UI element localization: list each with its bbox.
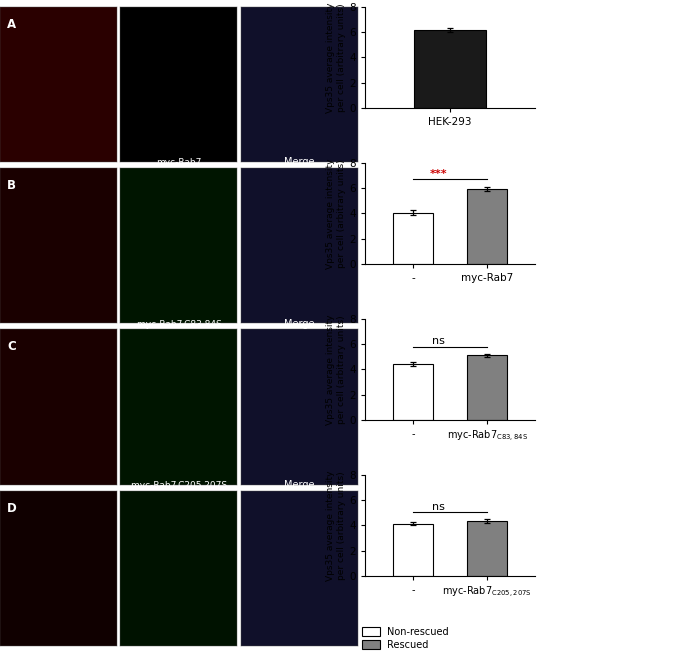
Title: Vps35: Vps35	[43, 0, 74, 6]
Bar	[393, 523, 434, 576]
Title: Merge: Merge	[284, 0, 315, 6]
Title: Merge: Merge	[284, 157, 315, 167]
Title: myc-Rab7 C205,207S: myc-Rab7 C205,207S	[131, 481, 227, 490]
Text: B: B	[7, 179, 16, 192]
Text: A: A	[7, 17, 16, 31]
Y-axis label: Vps35 average intensity
per cell (arbitrary units): Vps35 average intensity per cell (arbitr…	[327, 470, 346, 581]
Y-axis label: Vps35 average intensity
per cell (arbitrary units): Vps35 average intensity per cell (arbitr…	[327, 314, 346, 425]
Text: ***: ***	[430, 168, 448, 178]
Bar	[466, 188, 507, 264]
Bar	[393, 364, 434, 420]
Title: myc-Rab7 C83,84S: myc-Rab7 C83,84S	[137, 320, 221, 328]
Bar	[466, 356, 507, 420]
Bar	[466, 521, 507, 576]
Title: myc-Rab7: myc-Rab7	[156, 159, 202, 167]
Bar	[414, 30, 486, 108]
Y-axis label: Vps35 average intensity
per cell (arbitrary units): Vps35 average intensity per cell (arbitr…	[327, 158, 346, 268]
Text: D: D	[7, 501, 17, 515]
Title: Merge: Merge	[284, 318, 315, 328]
Y-axis label: Vps35 average intensity
per cell (arbitrary units): Vps35 average intensity per cell (arbitr…	[327, 2, 346, 113]
Bar	[393, 212, 434, 264]
Text: ns: ns	[432, 336, 445, 346]
Legend: Non-rescued, Rescued: Non-rescued, Rescued	[361, 626, 450, 651]
Text: ns: ns	[432, 501, 445, 511]
Text: C: C	[7, 340, 16, 353]
Title: Merge: Merge	[284, 480, 315, 490]
